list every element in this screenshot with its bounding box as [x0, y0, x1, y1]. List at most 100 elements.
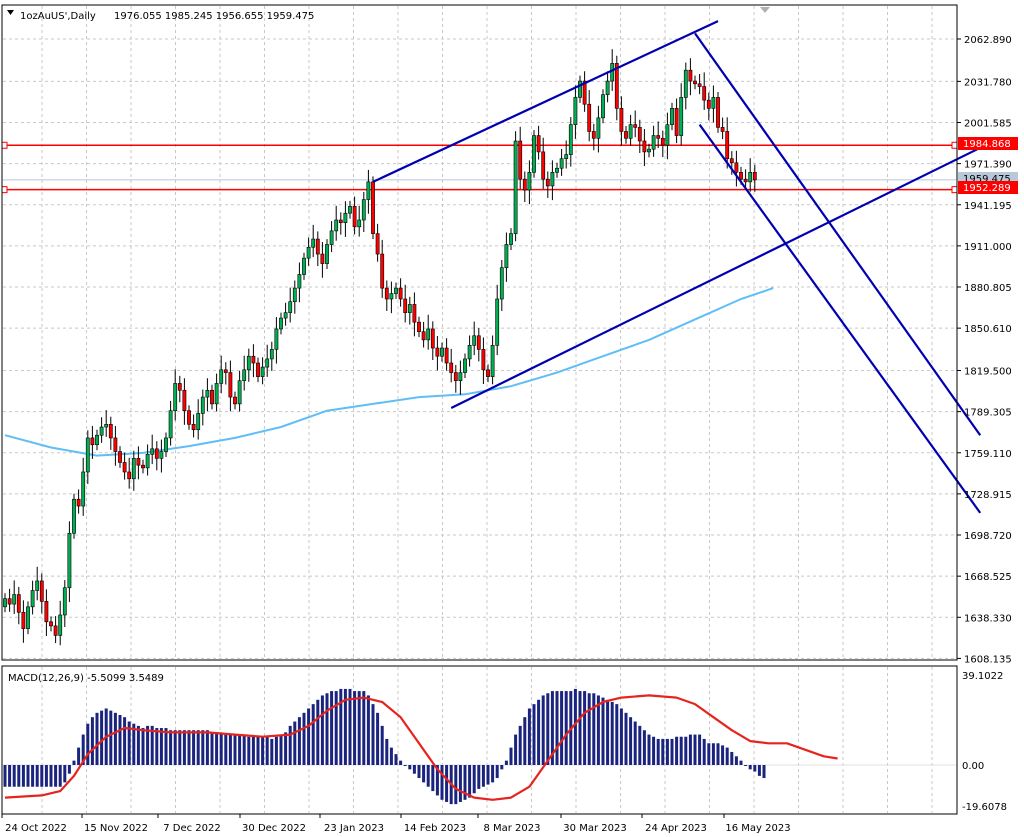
- candle-body: [357, 219, 362, 228]
- candle-body: [578, 80, 582, 98]
- candle-body: [251, 355, 256, 364]
- candle-body: [711, 97, 716, 109]
- macd-bar: [270, 738, 274, 765]
- candle-body: [651, 135, 656, 150]
- macd-bar: [192, 730, 196, 765]
- macd-bar: [596, 695, 600, 765]
- candle-body: [3, 598, 7, 608]
- candle-body: [518, 140, 523, 180]
- macd-bar: [693, 734, 697, 765]
- candle-body: [426, 328, 431, 341]
- macd-bar: [196, 730, 200, 765]
- level-handle: [951, 141, 958, 149]
- candle-body: [734, 162, 739, 173]
- macd-bar: [583, 691, 587, 765]
- candle-body: [472, 335, 477, 346]
- macd-bar: [702, 738, 706, 765]
- macd-bar: [274, 736, 278, 765]
- candle-body: [449, 362, 454, 373]
- macd-bar: [491, 765, 495, 783]
- candle-body: [403, 298, 408, 313]
- time-tick-label: 8 Mar 2023: [483, 823, 540, 834]
- candle-body: [752, 172, 757, 181]
- candle-body: [495, 298, 500, 346]
- macd-bar: [458, 765, 462, 802]
- candle-body: [683, 69, 688, 98]
- candle-body: [624, 131, 628, 139]
- candle-body: [504, 244, 509, 268]
- horizontal-levels[interactable]: [1, 141, 958, 194]
- candle-body: [550, 172, 555, 187]
- candle-body: [430, 328, 435, 349]
- dropdown-icon[interactable]: [7, 10, 14, 15]
- macd-bar: [81, 734, 85, 765]
- macd-bar: [113, 712, 117, 765]
- macd-bar: [707, 743, 711, 765]
- macd-bar: [210, 732, 214, 765]
- level-2-label: 1952.289: [963, 183, 1011, 194]
- shift-marker-icon[interactable]: [760, 7, 770, 13]
- macd-bar: [182, 730, 186, 765]
- macd-bar: [477, 765, 481, 789]
- candle-body: [39, 580, 44, 602]
- candle-body: [228, 372, 233, 398]
- candle-body: [541, 151, 546, 180]
- candle-body: [113, 437, 118, 452]
- candle-body: [361, 199, 366, 221]
- macd-bar: [500, 765, 504, 770]
- macd-bar: [86, 723, 90, 765]
- candle-body: [196, 413, 201, 431]
- macd-bar: [155, 728, 159, 765]
- price-tick-label: 1911.000: [964, 242, 1012, 253]
- candle-body: [173, 383, 178, 411]
- macd-bar: [242, 734, 246, 765]
- macd-bar: [440, 765, 444, 800]
- macd-label: MACD(12,26,9) -5.5099 3.5489: [8, 673, 164, 684]
- macd-bar: [647, 734, 651, 765]
- candle-body: [509, 233, 513, 245]
- macd-bar: [532, 704, 536, 765]
- candle-body: [633, 124, 638, 128]
- candle-body: [81, 471, 86, 507]
- macd-bar: [118, 715, 122, 765]
- macd-bar: [389, 747, 393, 765]
- macd-bar: [279, 734, 283, 765]
- macd-bar: [95, 712, 99, 765]
- macd-bar: [518, 725, 522, 765]
- macd-bar: [495, 765, 499, 779]
- macd-bar: [219, 732, 223, 765]
- candle-body: [343, 212, 348, 224]
- macd-bar: [325, 693, 329, 765]
- time-tick-label: 23 Jan 2023: [324, 823, 384, 834]
- candle-body: [720, 127, 725, 132]
- candle-body: [58, 614, 63, 636]
- candle-body: [665, 124, 670, 146]
- macd-bar: [615, 704, 619, 765]
- macd-bar: [394, 754, 398, 765]
- candle-body: [729, 158, 734, 164]
- candle-body: [605, 80, 610, 95]
- macd-bar: [26, 765, 30, 787]
- macd-bar: [353, 691, 357, 765]
- macd-bar: [54, 765, 58, 787]
- candle-body: [536, 135, 541, 153]
- candle-body: [458, 372, 463, 382]
- candle-body: [177, 383, 182, 391]
- price-tick-label: 1789.305: [964, 408, 1012, 419]
- macd-bar: [380, 725, 384, 765]
- macd-bar: [67, 765, 71, 774]
- candle-body: [200, 396, 205, 414]
- macd-bar: [205, 730, 209, 765]
- candle-body: [619, 108, 624, 132]
- time-tick-label: 30 Mar 2023: [563, 823, 626, 834]
- trend-channel-lines[interactable]: [372, 20, 982, 514]
- price-tick-label: 1668.525: [964, 572, 1012, 583]
- macd-bar: [123, 717, 127, 765]
- candle-body: [242, 369, 247, 382]
- macd-bar: [403, 765, 407, 766]
- macd-bar: [334, 691, 338, 765]
- macd-bar: [256, 736, 260, 765]
- candle-body: [279, 317, 283, 330]
